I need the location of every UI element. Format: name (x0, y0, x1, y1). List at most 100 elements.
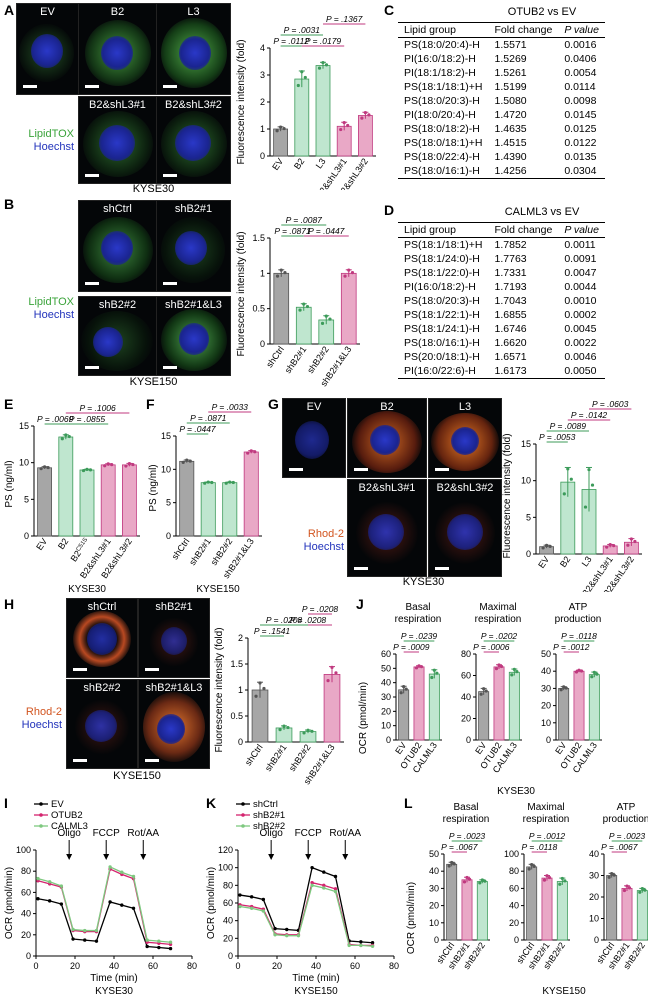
micrograph-label: shB2#1&L3 (145, 682, 203, 694)
y-tick-label: 30 (541, 683, 551, 693)
x-tick-label: 40 (109, 961, 119, 971)
data-point (283, 271, 287, 275)
data-point (43, 465, 47, 469)
bar (336, 125, 352, 157)
annotation-arrowhead (140, 854, 147, 860)
p-value-label: P = .0053 (539, 432, 576, 442)
data-point (168, 946, 173, 951)
data-point (210, 480, 214, 485)
subplot-title: respiration (523, 814, 570, 825)
data-point (346, 123, 350, 128)
table-header-row: Lipid group Fold change P value (398, 22, 605, 38)
data-point (67, 434, 71, 439)
data-point (303, 75, 307, 80)
y-tick-label: 30 (381, 692, 391, 702)
data-point (447, 864, 451, 868)
x-tick-label: EV (34, 536, 49, 552)
y-tick-label: 1 (260, 268, 265, 278)
data-point (317, 66, 322, 70)
p-value-label: P = .0202 (481, 631, 518, 641)
micrograph-b-shb2-2: shB2#2 (78, 296, 157, 376)
panel-label-c: C (384, 2, 395, 18)
table-row: PS(18:0/16:1)-H 1.6620 0.0022 (398, 336, 605, 350)
micrograph-g-b2-shl3-1: B2&shL3#1 (347, 479, 427, 577)
data-point (587, 468, 591, 472)
data-point (608, 543, 612, 547)
table-cell: 0.0045 (564, 323, 597, 335)
x-tick-label: 40 (311, 961, 321, 971)
table-cell: 0.0044 (564, 281, 597, 293)
lipid-table: Lipid group Fold change P value PS(18:1/… (398, 222, 605, 379)
p-value-label: P = .0033 (212, 402, 249, 412)
data-point (625, 884, 629, 888)
stain-legend-b: LipidTOX Hoechst (10, 296, 74, 322)
table-cell: 1.6173 (488, 364, 559, 379)
data-point (562, 492, 566, 496)
data-point (94, 928, 99, 933)
data-point (566, 467, 570, 471)
y-tick-label: 20 (21, 930, 31, 940)
bar (446, 863, 458, 941)
table-cell: 0.0010 (564, 295, 597, 307)
table-cell: 1.5571 (494, 39, 527, 51)
bar (295, 306, 312, 345)
p-value-label: P = .0208 (302, 604, 339, 614)
data-point (282, 724, 286, 728)
p-value-label: P = .0118 (521, 842, 557, 852)
y-tick-label: 0 (260, 339, 265, 349)
y-axis-label: Fluorescence intensity (fold) (214, 627, 225, 752)
y-tick-label: 40 (381, 678, 391, 688)
micrograph-label: shCtrl (87, 601, 117, 613)
series-line (239, 866, 373, 944)
data-point (59, 902, 64, 906)
data-point (564, 686, 568, 690)
table-cell: 0.0135 (564, 151, 597, 163)
data-point (238, 904, 242, 909)
annotation-arrowhead (268, 854, 275, 860)
micrograph-b-shb2-1: shB2#1 (156, 200, 231, 292)
x-tick-label: shB2#1 (263, 742, 289, 773)
y-tick-label: 5 (24, 494, 29, 504)
data-point (590, 483, 595, 487)
y-tick-label: 100 (16, 845, 31, 855)
y-tick-label: 30 (429, 883, 439, 893)
data-point (480, 878, 484, 882)
data-point (60, 437, 64, 441)
bar (179, 460, 195, 537)
micrograph-h-shb2-1-l3: shB2#1&L3 (138, 679, 210, 769)
data-point (279, 268, 283, 272)
table-cell: 1.4720 (494, 109, 527, 121)
bar (606, 875, 618, 941)
data-point (310, 883, 314, 888)
caption-g: KYSE30 (402, 576, 445, 588)
p-value-label: P = .0179 (305, 36, 342, 46)
panel-label-h: H (4, 596, 15, 612)
table-row: PS(18:0/16:1)-H 1.4256 0.0304 (398, 164, 605, 179)
y-tick-label: 100 (504, 849, 519, 859)
scale-bar (85, 174, 99, 177)
data-point (262, 686, 266, 691)
data-point (542, 878, 547, 882)
data-point (39, 467, 43, 471)
data-point (85, 467, 89, 471)
column-header: Fold change (488, 222, 559, 238)
annotation-arrowhead (342, 854, 349, 860)
data-point (322, 870, 326, 874)
p-value-label: P = .0118 (561, 631, 597, 641)
data-point (249, 895, 254, 899)
p-value-label: P = .1541 (254, 626, 291, 636)
y-tick-label: 5 (526, 512, 531, 522)
bar (573, 670, 585, 741)
subplot-title: Maximal (479, 602, 516, 613)
y-tick-label: 40 (509, 901, 519, 911)
bar (58, 436, 74, 537)
table-row: PI(18:0/20:4)-H 1.4720 0.0145 (398, 108, 605, 122)
table-cell: PS(18:0/18:2)-H (404, 123, 480, 135)
y-tick-label: 60 (21, 887, 31, 897)
subplot-title: respiration (475, 614, 522, 625)
micrograph-label: B2&shL3#2 (436, 482, 494, 494)
table-cell: 1.7852 (494, 239, 527, 251)
table-row: PS(18:0/20:3)-H 1.5080 0.0098 (398, 94, 605, 108)
chart-caption: KYSE30 (497, 786, 535, 794)
data-point (326, 679, 330, 683)
